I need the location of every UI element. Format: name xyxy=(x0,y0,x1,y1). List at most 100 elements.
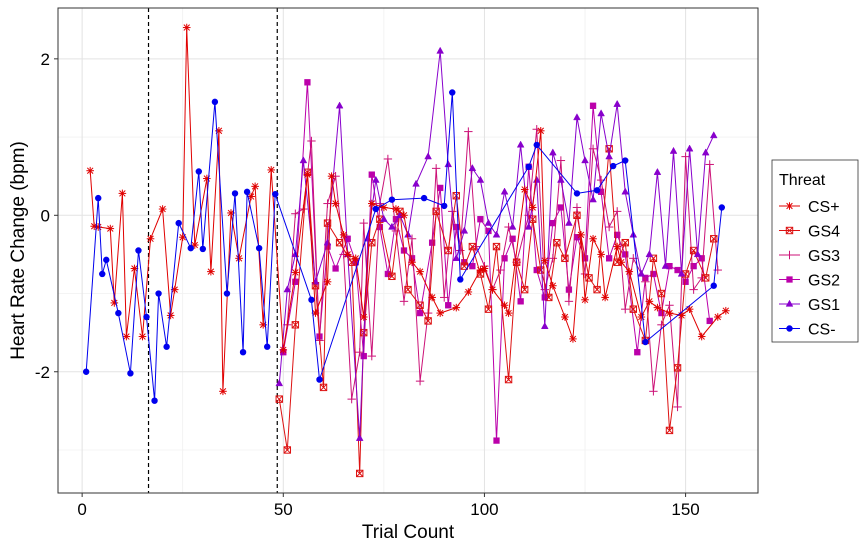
data-point xyxy=(388,272,396,281)
data-point xyxy=(658,309,665,317)
x-tick-label: 50 xyxy=(274,500,293,519)
data-point xyxy=(492,230,501,238)
data-point xyxy=(203,174,211,183)
series-line xyxy=(89,27,727,392)
data-point xyxy=(492,242,501,251)
data-point xyxy=(235,254,243,263)
data-point xyxy=(520,285,529,294)
legend-marker xyxy=(785,226,794,235)
data-point xyxy=(99,270,106,278)
data-point xyxy=(702,274,710,282)
data-point xyxy=(653,167,662,175)
data-point xyxy=(649,387,658,396)
data-point xyxy=(291,321,300,329)
data-point xyxy=(572,203,582,212)
data-point xyxy=(323,277,332,286)
data-point xyxy=(384,270,392,278)
grid-lines xyxy=(58,8,758,493)
data-point xyxy=(573,211,581,219)
data-point xyxy=(585,274,593,282)
data-point xyxy=(416,309,424,317)
data-point xyxy=(500,187,509,195)
data-point xyxy=(359,313,368,321)
legend-box xyxy=(771,159,859,343)
data-point xyxy=(661,261,670,269)
data-point xyxy=(484,305,493,313)
legend-label: GS1 xyxy=(808,297,840,314)
legend-item: GS1 xyxy=(779,297,840,314)
data-point xyxy=(605,152,613,160)
legend-label: CS+ xyxy=(808,199,840,216)
data-point xyxy=(657,320,666,330)
series-gs2 xyxy=(280,79,713,444)
data-point xyxy=(207,267,215,276)
series-cs-minus xyxy=(82,89,725,404)
data-point xyxy=(484,218,493,226)
data-point xyxy=(589,102,597,109)
data-point xyxy=(424,317,432,325)
data-point xyxy=(557,175,565,183)
data-point xyxy=(431,164,441,173)
data-point xyxy=(182,23,191,32)
x-axis-ticks: 0 50 100 150 xyxy=(77,493,700,519)
data-point xyxy=(303,170,312,179)
data-point xyxy=(441,202,448,210)
data-point xyxy=(291,209,300,218)
data-point xyxy=(609,162,617,170)
data-point xyxy=(705,160,714,169)
data-point xyxy=(251,182,259,191)
y-tick-label: 2 xyxy=(41,50,50,69)
data-point xyxy=(424,152,432,160)
data-point xyxy=(653,303,662,312)
data-point xyxy=(292,278,299,285)
data-point xyxy=(267,166,276,174)
threshold-lines xyxy=(147,8,278,493)
data-point xyxy=(681,152,690,161)
data-point xyxy=(645,250,654,258)
data-point xyxy=(642,338,649,346)
data-point xyxy=(637,313,646,321)
data-point xyxy=(291,268,300,277)
data-point xyxy=(195,168,203,175)
data-point xyxy=(553,238,561,247)
data-point xyxy=(605,255,613,262)
data-point xyxy=(516,140,525,148)
data-point xyxy=(617,258,626,267)
legend-label: GS3 xyxy=(808,248,840,265)
data-point xyxy=(500,301,509,310)
data-point xyxy=(710,282,717,289)
series-line xyxy=(85,92,723,402)
data-point xyxy=(308,296,315,303)
data-point xyxy=(420,194,428,202)
data-point xyxy=(95,194,102,202)
data-point xyxy=(255,244,263,252)
data-point xyxy=(436,46,445,54)
data-point xyxy=(625,267,634,276)
data-point xyxy=(634,349,641,356)
series-gs3 xyxy=(283,125,722,412)
data-point xyxy=(396,210,404,218)
data-point xyxy=(565,286,573,293)
data-point xyxy=(231,190,239,197)
data-point xyxy=(641,277,650,286)
data-point xyxy=(612,207,622,216)
data-point xyxy=(82,368,90,375)
data-point xyxy=(331,199,340,208)
data-point xyxy=(673,402,682,412)
data-series xyxy=(82,23,730,478)
data-point xyxy=(138,332,147,341)
data-point xyxy=(388,196,396,203)
data-point xyxy=(593,285,601,294)
data-point xyxy=(464,288,473,296)
data-point xyxy=(263,343,271,350)
data-point xyxy=(520,185,529,194)
data-point xyxy=(540,285,549,294)
data-point xyxy=(713,313,722,321)
data-point xyxy=(279,346,288,354)
data-point xyxy=(536,127,545,135)
data-point xyxy=(504,375,513,384)
data-point xyxy=(581,156,589,164)
data-point xyxy=(335,101,344,109)
data-point xyxy=(383,154,393,164)
